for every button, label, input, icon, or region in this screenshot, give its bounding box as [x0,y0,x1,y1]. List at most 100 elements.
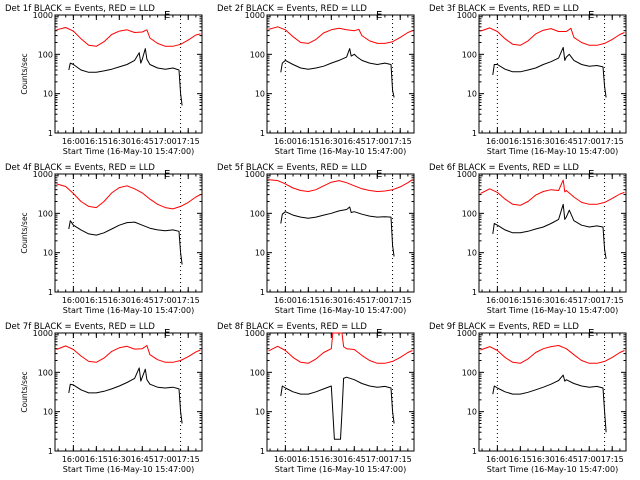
y-axis-label: Counts/sec [20,53,29,94]
panel-det-6: Det 6f BLACK = Events, RED = LLDE1000100… [429,163,627,315]
panel-det-2: Det 2f BLACK = Events, RED = LLDE1000100… [217,4,415,156]
panel-det-3: Det 3f BLACK = Events, RED = LLDE1000100… [429,4,627,156]
events-series-line [280,376,395,440]
events-series-line [492,46,607,98]
plot-frame [266,173,415,293]
x-axis-label: Start Time (16-May-10 15:47:00) [487,465,618,474]
y-tick-label: 1000 [33,329,53,338]
panel-det-1: Det 1f BLACK = Events, RED = LLDE1000100… [5,4,203,156]
x-tick-label: 16:30 [108,137,131,146]
plot-frame [478,332,627,452]
y-tick-label: 10 [43,408,53,417]
y-tick-label: 1 [48,288,53,297]
panel-title: Det 4f BLACK = Events, RED = LLD [5,163,155,173]
panel-det-7: Det 7f BLACK = Events, RED = LLDE1000100… [5,322,203,474]
x-tick-label: 17:00 [578,455,601,464]
x-tick-label: 16:45 [343,455,366,464]
panel-title: Det 3f BLACK = Events, RED = LLD [429,4,579,14]
lld-series-line [56,183,201,210]
events-series-line [68,220,183,265]
x-tick-label: 16:45 [343,137,366,146]
panel-title: Det 6f BLACK = Events, RED = LLD [429,163,579,173]
y-tick-label: 10 [467,408,477,417]
y-tick-label: 1 [472,129,477,138]
x-tick-label: 16:30 [108,296,131,305]
x-axis-label: Start Time (16-May-10 15:47:00) [487,306,618,315]
y-axis-label: Counts/sec [20,212,29,253]
x-tick-label: 16:45 [555,455,578,464]
x-axis-label: Start Time (16-May-10 15:47:00) [63,465,194,474]
y-tick-label: 1 [472,288,477,297]
x-tick-label: 16:30 [320,455,343,464]
x-tick-label: 17:00 [366,455,389,464]
events-series-line [68,48,183,106]
x-axis-label: Start Time (16-May-10 15:47:00) [275,147,406,156]
y-tick-label: 10 [255,408,265,417]
x-tick-label: 16:30 [532,137,555,146]
panel-title: Det 1f BLACK = Events, RED = LLD [5,4,155,14]
x-axis-label: Start Time (16-May-10 15:47:00) [487,147,618,156]
x-tick-label: 16:30 [532,455,555,464]
x-tick-label: 16:45 [131,455,154,464]
x-tick-label: 17:00 [366,137,389,146]
x-tick-label: 17:15 [389,455,412,464]
panel-title: Det 8f BLACK = Events, RED = LLD [217,322,367,332]
y-tick-label: 10 [467,90,477,99]
x-tick-label: 17:15 [177,137,200,146]
plot-frame [54,332,203,452]
events-series-line [68,367,183,424]
x-tick-label: 16:00 [486,296,509,305]
y-tick-label: 100 [38,368,53,377]
x-tick-label: 17:15 [177,296,200,305]
lld-series-line [480,27,625,46]
x-tick-label: 16:15 [509,455,532,464]
x-tick-label: 16:30 [532,296,555,305]
y-tick-label: 100 [38,50,53,59]
panel-det-8: Det 8f BLACK = Events, RED = LLDE1000100… [217,322,415,474]
lld-series-line [480,179,625,206]
y-tick-label: 10 [467,249,477,258]
x-tick-label: 16:45 [555,296,578,305]
y-tick-label: 10 [255,249,265,258]
panel-title: Det 7f BLACK = Events, RED = LLD [5,322,155,332]
y-tick-label: 1 [260,129,265,138]
y-tick-label: 1000 [245,11,265,20]
y-tick-label: 1 [48,129,53,138]
panel-title: Det 5f BLACK = Events, RED = LLD [217,163,367,173]
x-tick-label: 17:00 [154,296,177,305]
events-series-line [280,48,395,98]
y-tick-label: 100 [462,368,477,377]
lld-series-line [268,332,413,364]
x-tick-label: 16:00 [274,455,297,464]
x-axis-label: Start Time (16-May-10 15:47:00) [63,147,194,156]
lld-series-line [268,26,413,44]
x-tick-label: 16:00 [486,137,509,146]
x-tick-label: 16:00 [274,296,297,305]
x-tick-label: 17:15 [601,455,624,464]
x-tick-label: 16:30 [320,296,343,305]
x-tick-label: 17:00 [366,296,389,305]
x-tick-label: 17:00 [154,137,177,146]
events-series-line [280,206,395,257]
x-tick-label: 17:15 [389,137,412,146]
x-tick-label: 17:15 [177,455,200,464]
x-tick-label: 16:00 [274,137,297,146]
x-tick-label: 16:00 [486,455,509,464]
y-tick-label: 1000 [457,170,477,179]
x-tick-label: 16:15 [509,296,532,305]
panel-title: Det 2f BLACK = Events, RED = LLD [217,4,367,14]
events-series-line [492,374,607,433]
y-tick-label: 1 [260,288,265,297]
y-tick-label: 100 [38,209,53,218]
plot-frame [266,14,415,134]
x-tick-label: 17:00 [154,455,177,464]
panel-title: Det 9f BLACK = Events, RED = LLD [429,322,579,332]
y-tick-label: 100 [250,368,265,377]
y-tick-label: 1000 [33,11,53,20]
events-series-line [492,203,607,259]
x-tick-label: 16:45 [555,137,578,146]
lld-series-line [480,345,625,364]
x-tick-label: 17:15 [601,296,624,305]
y-tick-label: 1 [260,447,265,456]
